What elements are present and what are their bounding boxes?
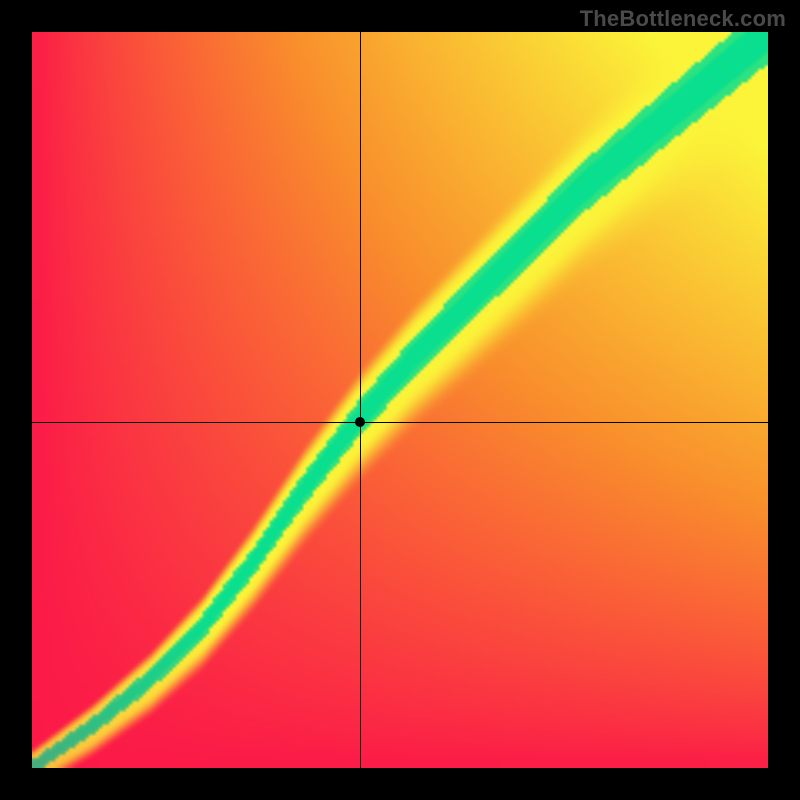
watermark-text: TheBottleneck.com: [580, 6, 786, 32]
heatmap-canvas: [32, 32, 768, 768]
plot-area: [32, 32, 768, 768]
crosshair-horizontal: [32, 422, 768, 423]
crosshair-vertical: [360, 32, 361, 768]
data-point-marker: [355, 417, 365, 427]
chart-container: { "watermark": { "text": "TheBottleneck.…: [0, 0, 800, 800]
